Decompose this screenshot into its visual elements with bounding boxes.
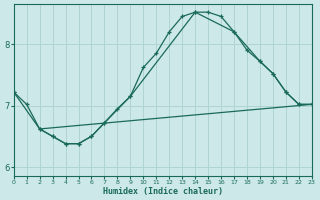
- X-axis label: Humidex (Indice chaleur): Humidex (Indice chaleur): [103, 187, 223, 196]
